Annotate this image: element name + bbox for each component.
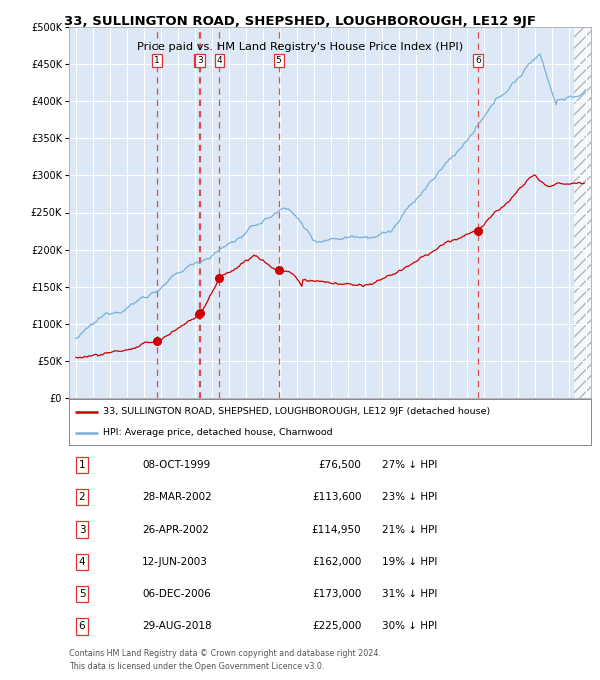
- Text: 19% ↓ HPI: 19% ↓ HPI: [382, 557, 437, 567]
- Text: 12-JUN-2003: 12-JUN-2003: [142, 557, 208, 567]
- Text: 31% ↓ HPI: 31% ↓ HPI: [382, 589, 437, 599]
- Text: 1: 1: [154, 56, 160, 65]
- Text: 5: 5: [276, 56, 281, 65]
- Text: 33, SULLINGTON ROAD, SHEPSHED, LOUGHBOROUGH, LE12 9JF: 33, SULLINGTON ROAD, SHEPSHED, LOUGHBORO…: [64, 15, 536, 28]
- Text: 08-OCT-1999: 08-OCT-1999: [142, 460, 211, 470]
- Text: 4: 4: [217, 56, 222, 65]
- Text: 5: 5: [79, 589, 85, 599]
- Text: HPI: Average price, detached house, Charnwood: HPI: Average price, detached house, Char…: [103, 428, 332, 437]
- Text: 29-AUG-2018: 29-AUG-2018: [142, 622, 212, 632]
- Text: 2: 2: [79, 492, 85, 503]
- Text: 6: 6: [79, 622, 85, 632]
- Text: 28-MAR-2002: 28-MAR-2002: [142, 492, 212, 503]
- Text: £76,500: £76,500: [319, 460, 361, 470]
- Text: £173,000: £173,000: [312, 589, 361, 599]
- Text: 27% ↓ HPI: 27% ↓ HPI: [382, 460, 437, 470]
- Text: £114,950: £114,950: [311, 524, 361, 534]
- Text: 2: 2: [196, 56, 202, 65]
- Text: 3: 3: [79, 524, 85, 534]
- Text: 1: 1: [79, 460, 85, 470]
- Text: 4: 4: [79, 557, 85, 567]
- Text: £162,000: £162,000: [312, 557, 361, 567]
- Text: £113,600: £113,600: [312, 492, 361, 503]
- Text: Contains HM Land Registry data © Crown copyright and database right 2024.
This d: Contains HM Land Registry data © Crown c…: [69, 649, 381, 670]
- Text: 23% ↓ HPI: 23% ↓ HPI: [382, 492, 437, 503]
- Text: 30% ↓ HPI: 30% ↓ HPI: [382, 622, 437, 632]
- Text: 06-DEC-2006: 06-DEC-2006: [142, 589, 211, 599]
- Bar: [574, 27, 599, 398]
- Text: 33, SULLINGTON ROAD, SHEPSHED, LOUGHBOROUGH, LE12 9JF (detached house): 33, SULLINGTON ROAD, SHEPSHED, LOUGHBORO…: [103, 407, 490, 416]
- Text: 26-APR-2002: 26-APR-2002: [142, 524, 209, 534]
- Text: 6: 6: [475, 56, 481, 65]
- Text: 3: 3: [197, 56, 203, 65]
- Text: Price paid vs. HM Land Registry's House Price Index (HPI): Price paid vs. HM Land Registry's House …: [137, 42, 463, 52]
- Text: £225,000: £225,000: [312, 622, 361, 632]
- Text: 21% ↓ HPI: 21% ↓ HPI: [382, 524, 437, 534]
